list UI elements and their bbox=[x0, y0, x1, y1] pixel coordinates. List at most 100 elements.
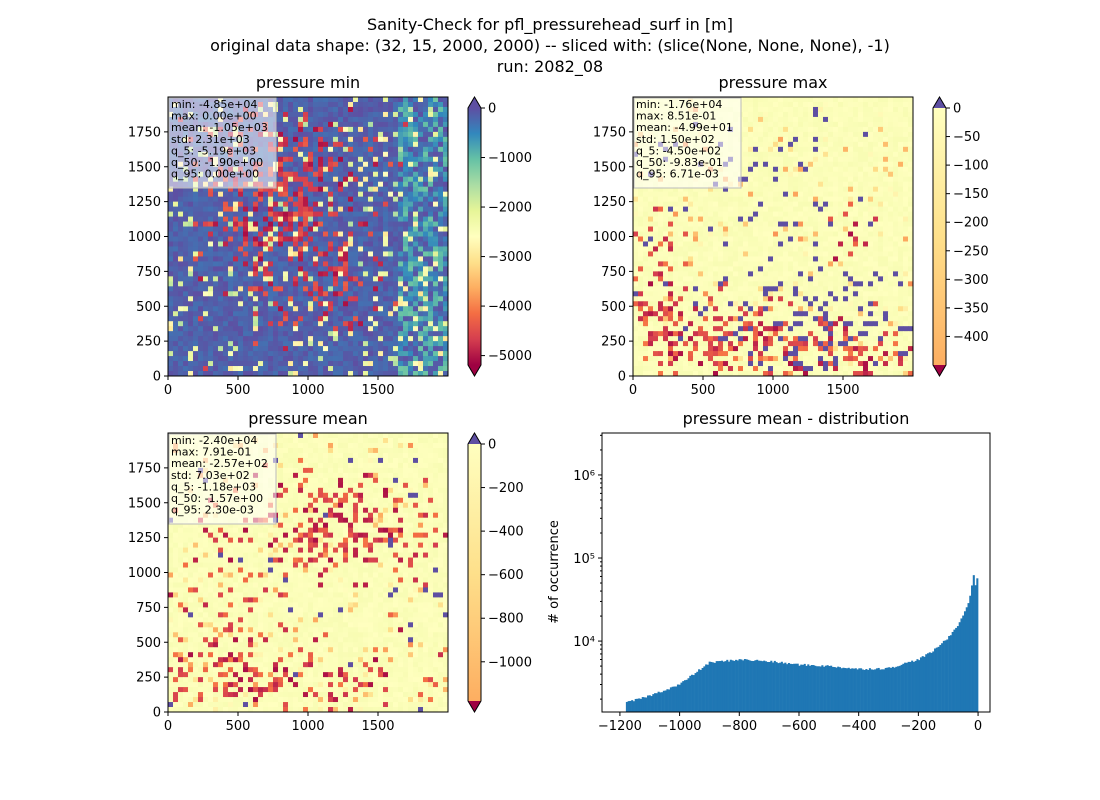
heatmap-cell bbox=[383, 296, 389, 302]
heatmap-cell bbox=[438, 126, 444, 133]
heatmap-cell bbox=[723, 251, 729, 257]
heatmap-cell bbox=[348, 336, 354, 342]
heatmap-cell bbox=[308, 291, 314, 297]
heatmap-cell bbox=[433, 176, 439, 183]
heatmap-cell bbox=[433, 196, 439, 203]
heatmap-cell bbox=[203, 211, 209, 217]
heatmap-cell bbox=[413, 311, 419, 317]
heatmap-cell bbox=[793, 236, 799, 242]
heatmap-cell bbox=[293, 181, 299, 188]
heatmap-cell bbox=[223, 371, 229, 376]
heatmap-cell bbox=[183, 371, 189, 376]
heatmap-cell bbox=[893, 136, 899, 143]
heatmap-cell bbox=[188, 191, 194, 198]
heatmap-cell bbox=[753, 176, 759, 183]
heatmap-cell bbox=[708, 246, 714, 252]
heatmap-cell bbox=[793, 231, 799, 237]
heatmap-cell bbox=[353, 321, 359, 327]
heatmap-cell bbox=[308, 286, 314, 292]
heatmap-cell bbox=[788, 171, 794, 178]
heatmap-cell bbox=[338, 161, 344, 168]
heatmap-cell bbox=[428, 276, 434, 282]
heatmap-cell bbox=[228, 241, 234, 247]
heatmap-cell bbox=[698, 236, 704, 242]
heatmap-cell bbox=[168, 201, 174, 208]
heatmap-cell bbox=[898, 161, 904, 168]
heatmap-cell bbox=[433, 326, 439, 332]
heatmap-cell bbox=[903, 206, 909, 212]
heatmap-cell bbox=[268, 301, 274, 307]
heatmap-cell bbox=[368, 151, 374, 158]
heatmap-cell bbox=[348, 361, 354, 367]
heatmap-cell bbox=[818, 156, 824, 163]
heatmap-cell bbox=[418, 241, 424, 247]
heatmap-cell bbox=[793, 251, 799, 257]
heatmap-cell bbox=[368, 111, 374, 118]
heatmap-cell bbox=[793, 181, 799, 188]
heatmap-cell bbox=[433, 156, 439, 163]
heatmap-cell bbox=[893, 211, 899, 217]
heatmap-cell bbox=[303, 236, 309, 242]
heatmap-cell bbox=[898, 176, 904, 183]
heatmap-cell bbox=[303, 166, 309, 173]
heatmap-cell bbox=[398, 191, 404, 198]
heatmap-cell bbox=[188, 341, 194, 347]
heatmap-cell bbox=[228, 371, 234, 376]
heatmap-cell bbox=[793, 171, 799, 178]
heatmap-cell bbox=[438, 236, 444, 242]
heatmap-cell bbox=[318, 236, 324, 242]
heatmap-cell bbox=[333, 176, 339, 183]
heatmap-cell bbox=[238, 316, 244, 322]
heatmap-cell bbox=[178, 356, 184, 362]
heatmap-cell bbox=[238, 371, 244, 376]
heatmap-cell bbox=[703, 251, 709, 257]
heatmap-cell bbox=[183, 191, 189, 198]
heatmap-cell bbox=[293, 141, 299, 148]
heatmap-cell bbox=[758, 136, 764, 143]
heatmap-cell bbox=[223, 356, 229, 362]
heatmap-cell bbox=[713, 206, 719, 212]
heatmap-cell bbox=[403, 296, 409, 302]
heatmap-cell bbox=[788, 206, 794, 212]
heatmap-cell bbox=[393, 341, 399, 347]
heatmap-cell bbox=[808, 116, 814, 123]
heatmap-cell bbox=[388, 101, 394, 108]
heatmap-cell bbox=[278, 346, 284, 352]
heatmap-cell bbox=[298, 226, 304, 232]
heatmap-cell bbox=[683, 241, 689, 247]
heatmap-cell bbox=[403, 186, 409, 193]
heatmap-cell bbox=[743, 196, 749, 203]
heatmap-cell bbox=[813, 201, 819, 208]
heatmap-cell bbox=[308, 121, 314, 128]
heatmap-cell bbox=[898, 106, 904, 113]
heatmap-cell bbox=[883, 226, 889, 232]
heatmap-cell bbox=[428, 221, 434, 227]
heatmap-cell bbox=[223, 331, 229, 337]
heatmap-cell bbox=[308, 366, 314, 372]
heatmap-cell bbox=[398, 181, 404, 188]
heatmap-cell bbox=[833, 231, 839, 237]
heatmap-cell bbox=[828, 186, 834, 193]
heatmap-cell bbox=[738, 191, 744, 198]
heatmap-cell bbox=[873, 236, 879, 242]
heatmap-cell bbox=[398, 246, 404, 252]
heatmap-cell bbox=[368, 186, 374, 193]
heatmap-cell bbox=[248, 256, 254, 262]
heatmap-cell bbox=[403, 361, 409, 367]
heatmap-cell bbox=[183, 281, 189, 287]
heatmap-cell bbox=[698, 241, 704, 247]
heatmap-cell bbox=[888, 116, 894, 123]
heatmap-cell bbox=[418, 191, 424, 198]
heatmap-cell bbox=[393, 101, 399, 108]
heatmap-cell bbox=[363, 301, 369, 307]
heatmap-cell bbox=[908, 221, 913, 227]
heatmap-cell bbox=[353, 301, 359, 307]
heatmap-cell bbox=[798, 106, 804, 113]
heatmap-cell bbox=[248, 341, 254, 347]
heatmap-cell bbox=[298, 111, 304, 118]
heatmap-cell bbox=[828, 216, 834, 222]
heatmap-cell bbox=[403, 226, 409, 232]
heatmap-cell bbox=[443, 116, 448, 123]
heatmap-cell bbox=[438, 326, 444, 332]
heatmap-cell bbox=[408, 171, 414, 178]
